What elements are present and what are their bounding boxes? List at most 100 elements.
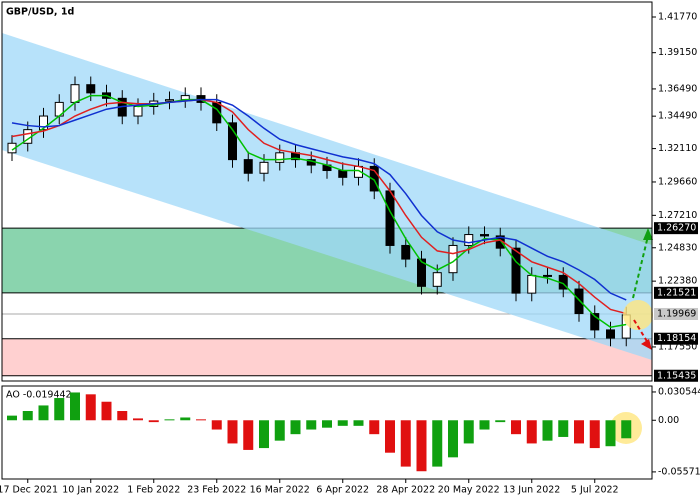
x-tick-label: 23 Feb 2022 (187, 485, 246, 496)
chart-title: GBP/USD, 1d (6, 7, 74, 18)
y-tick-label: 1.41770 (658, 11, 697, 22)
indicator-bar (133, 418, 143, 421)
indicator-bar (621, 420, 632, 439)
indicator-bar (526, 420, 537, 444)
indicator-bar (542, 420, 553, 441)
level-label: 1.18154 (657, 333, 696, 344)
candle-body (401, 244, 411, 260)
x-tick-label: 16 Mar 2022 (250, 485, 310, 496)
indicator-frame (1, 385, 653, 480)
level-box (654, 369, 698, 382)
indicator-bar (101, 401, 112, 421)
indicator-bar (290, 420, 301, 435)
y-tick-label: 1.29660 (658, 176, 697, 187)
candle-body (574, 288, 584, 315)
moving-average (11, 98, 627, 301)
candle-body (464, 234, 474, 246)
level-label: 1.26270 (657, 223, 696, 234)
level-label: 1.19969 (657, 308, 696, 319)
down-arrowhead (641, 339, 652, 350)
candle-body (165, 99, 174, 102)
zone (2, 338, 652, 376)
indicator-bar (85, 394, 96, 421)
y-tick-label: 1.39150 (658, 47, 697, 58)
indicator-bar (353, 420, 364, 426)
y-tick-label: 1.36490 (658, 83, 697, 94)
indicator-label: AO -0.019442 (6, 390, 72, 401)
highlight (623, 300, 653, 330)
y-tick-label: 1.22380 (658, 276, 697, 287)
candle-body (228, 122, 237, 161)
indicator-bar (337, 420, 348, 426)
up-arrow (632, 235, 649, 299)
x-tick-label: 20 May 2022 (438, 485, 500, 496)
indicator-bar (148, 420, 159, 423)
indicator-bar (7, 415, 17, 421)
indicator-bar (211, 420, 222, 430)
candle-body (543, 274, 552, 277)
candle-body (243, 159, 253, 174)
indicator-bar (196, 419, 206, 421)
indicator-bar (589, 420, 600, 449)
level-box (654, 286, 698, 299)
candle-body (369, 165, 379, 192)
indicator-bar (511, 420, 521, 435)
candle-body (39, 115, 48, 131)
level-box (654, 307, 698, 320)
up-arrowhead (643, 228, 653, 240)
level-label: 1.21521 (657, 287, 696, 298)
indicator-bar (385, 420, 395, 453)
indicator-bar (54, 398, 65, 421)
indicator-bar (70, 392, 80, 421)
moving-average (11, 94, 627, 328)
x-tick-label: 1 Feb 2022 (127, 485, 180, 496)
moving-average (11, 98, 627, 315)
indicator-bar (227, 420, 238, 444)
indicator-bar (574, 420, 584, 444)
y-tick-label: 1.32110 (658, 143, 697, 154)
indicator-bar (463, 420, 474, 444)
x-tick-label: 5 Jul 2022 (571, 485, 619, 496)
indicator-bar (558, 420, 569, 437)
down-arrow (633, 319, 649, 344)
indicator-bar (38, 405, 49, 421)
indicator-bar (495, 420, 506, 423)
y-tick-label: 1.17550 (658, 341, 697, 352)
candle-body (385, 190, 395, 246)
indicator-bar (400, 420, 411, 467)
indicator-bar (322, 420, 332, 428)
x-tick-label: 17 Dec 2021 (0, 485, 58, 496)
x-tick-label: 10 Jan 2022 (62, 485, 119, 496)
x-tick-label: 6 Apr 2022 (316, 485, 369, 496)
candle-body (70, 84, 80, 103)
price-channel (2, 33, 652, 360)
level-box (654, 222, 698, 235)
x-tick-label: 13 Jun 2022 (503, 485, 560, 496)
indicator-bar (369, 420, 380, 435)
candle-body (590, 313, 600, 331)
candle-body (527, 274, 537, 294)
y-tick-label: 1.27210 (658, 210, 697, 221)
candle-body (338, 170, 348, 178)
indicator-bar (274, 420, 285, 441)
y-tick-label: 1.24830 (658, 242, 697, 253)
indicator-bar (164, 419, 175, 421)
candle-body (133, 105, 143, 117)
candle-body (417, 258, 426, 287)
level-box (654, 332, 698, 345)
candle-body (259, 161, 269, 174)
main-frame (1, 1, 653, 382)
indicator-bar (22, 411, 33, 421)
indicator-bar (448, 420, 458, 458)
candle-body (432, 272, 442, 287)
indicator-bar (416, 420, 427, 472)
candle-body (86, 84, 96, 94)
indicator-tick-label: -0.055719 (658, 466, 700, 477)
indicator-bar (432, 420, 443, 467)
candle-body (511, 247, 521, 294)
candle-body (480, 234, 489, 237)
indicator-tick-label: 0.030544 (658, 386, 700, 397)
level-label: 1.15435 (657, 370, 696, 381)
